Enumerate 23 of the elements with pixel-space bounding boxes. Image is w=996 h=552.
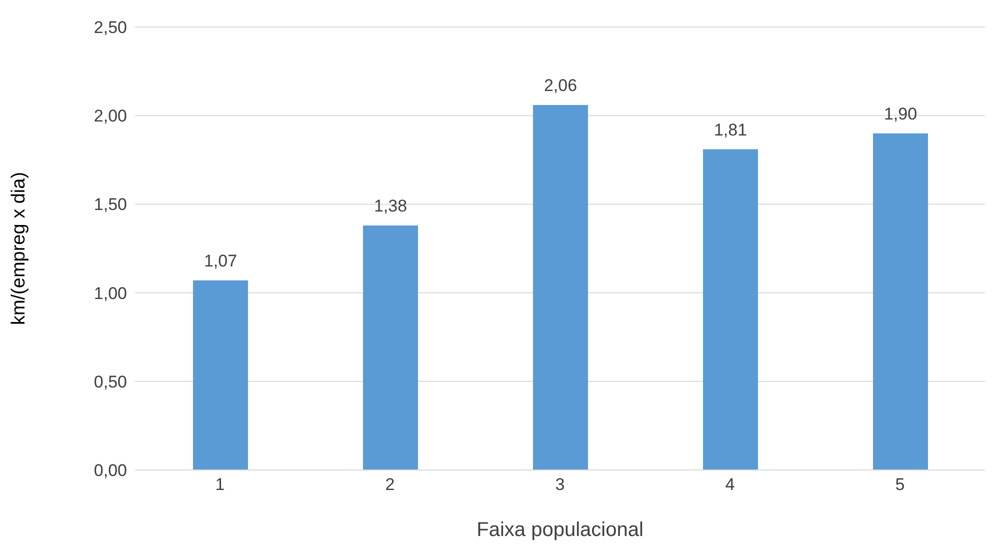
- y-tick-label: 2,50: [94, 18, 127, 38]
- y-axis-title: km/(empreg x dia): [8, 172, 30, 326]
- x-tick-label: 3: [555, 475, 565, 494]
- x-tick-label: 2: [385, 475, 395, 494]
- data-label: 1,38: [374, 196, 408, 216]
- y-tick-label: 1,50: [94, 195, 127, 214]
- bar: [363, 225, 418, 470]
- y-tick-label: 0,50: [94, 372, 127, 392]
- y-tick-label: 1,00: [94, 284, 127, 303]
- data-label: 1,90: [884, 104, 918, 124]
- bar: [703, 149, 758, 470]
- x-tick-label: 1: [215, 475, 225, 494]
- data-label: 1,81: [714, 120, 748, 140]
- x-tick-label: 4: [725, 475, 735, 494]
- y-tick-label: 2,00: [94, 106, 127, 126]
- y-tick-label: 0,00: [94, 461, 127, 480]
- bar: [533, 104, 588, 470]
- bar: [193, 280, 248, 470]
- bar: [873, 133, 928, 470]
- data-label: 2,06: [544, 76, 578, 95]
- x-tick-label: 5: [895, 475, 905, 494]
- x-axis-title: Faixa populacional: [476, 519, 644, 541]
- data-label: 1,07: [204, 251, 238, 270]
